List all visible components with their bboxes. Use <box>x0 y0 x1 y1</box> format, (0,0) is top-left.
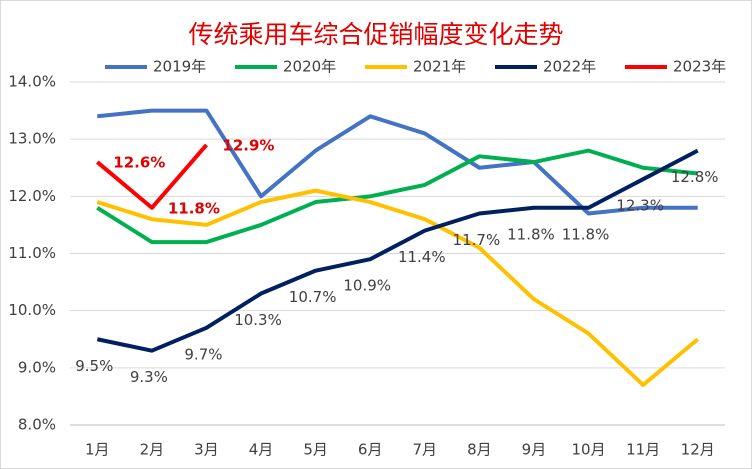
data-label: 12.8% <box>671 168 719 186</box>
data-label: 11.8% <box>562 225 610 243</box>
x-tick-label: 5月 <box>303 441 328 459</box>
legend-label: 2023年 <box>673 58 726 76</box>
data-label: 9.5% <box>75 357 113 375</box>
data-label: 11.4% <box>398 248 446 266</box>
data-label: 9.3% <box>130 368 168 386</box>
data-label: 11.7% <box>453 231 501 249</box>
legend-label: 2020年 <box>283 58 336 76</box>
y-tick-label: 10.0% <box>8 301 56 319</box>
x-tick-label: 12月 <box>681 441 715 459</box>
y-tick-label: 8.0% <box>18 416 56 434</box>
series-line <box>96 188 699 387</box>
data-label: 11.8% <box>507 225 555 243</box>
data-label: 12.9% <box>222 136 274 154</box>
data-label: 10.7% <box>289 288 337 306</box>
data-label: 12.3% <box>616 197 664 215</box>
x-tick-label: 8月 <box>467 441 492 459</box>
x-tick-label: 11月 <box>626 441 660 459</box>
x-tick-label: 2月 <box>140 441 165 459</box>
y-tick-label: 13.0% <box>8 130 56 148</box>
data-label: 10.3% <box>234 311 282 329</box>
x-tick-label: 10月 <box>571 441 605 459</box>
x-tick-label: 3月 <box>194 441 219 459</box>
series-line <box>96 148 699 353</box>
data-label: 10.9% <box>343 277 391 295</box>
legend-label: 2022年 <box>543 58 596 76</box>
y-tick-label: 9.0% <box>18 358 56 376</box>
data-label: 9.7% <box>184 345 222 363</box>
chart-title: 传统乘用车综合促销幅度变化走势 <box>188 20 563 49</box>
x-tick-label: 4月 <box>249 441 274 459</box>
x-tick-label: 1月 <box>85 441 110 459</box>
data-label: 11.8% <box>168 199 220 217</box>
y-tick-label: 12.0% <box>8 187 56 205</box>
series-line <box>96 148 698 245</box>
x-tick-label: 9月 <box>522 441 547 459</box>
legend-label: 2021年 <box>413 58 466 76</box>
y-tick-label: 14.0% <box>8 73 56 91</box>
series-line <box>96 143 208 210</box>
data-label: 12.6% <box>113 154 165 172</box>
y-tick-label: 11.0% <box>8 244 56 262</box>
legend-label: 2019年 <box>153 58 206 76</box>
x-tick-label: 7月 <box>413 441 438 459</box>
series-line <box>97 108 698 216</box>
x-tick-label: 6月 <box>358 441 383 459</box>
